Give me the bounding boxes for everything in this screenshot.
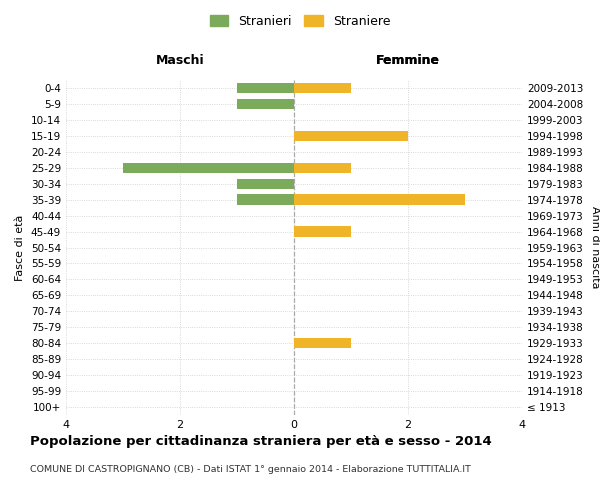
Y-axis label: Anni di nascita: Anni di nascita	[590, 206, 600, 289]
Bar	[294, 338, 351, 348]
Text: COMUNE DI CASTROPIGNANO (CB) - Dati ISTAT 1° gennaio 2014 - Elaborazione TUTTITA: COMUNE DI CASTROPIGNANO (CB) - Dati ISTA…	[30, 465, 471, 474]
Bar	[123, 162, 294, 173]
Bar	[294, 83, 351, 93]
Bar	[237, 83, 294, 93]
Bar	[237, 98, 294, 109]
Bar	[294, 226, 351, 236]
Bar	[294, 162, 351, 173]
Bar	[237, 194, 294, 205]
Bar	[294, 194, 465, 205]
Text: Femmine: Femmine	[376, 54, 440, 66]
Bar	[294, 130, 408, 141]
Text: Popolazione per cittadinanza straniera per età e sesso - 2014: Popolazione per cittadinanza straniera p…	[30, 435, 492, 448]
Bar	[237, 178, 294, 189]
Legend: Stranieri, Straniere: Stranieri, Straniere	[205, 10, 395, 33]
Y-axis label: Fasce di età: Fasce di età	[16, 214, 25, 280]
Text: Maschi: Maschi	[155, 54, 205, 66]
Text: Femmine: Femmine	[376, 54, 440, 66]
